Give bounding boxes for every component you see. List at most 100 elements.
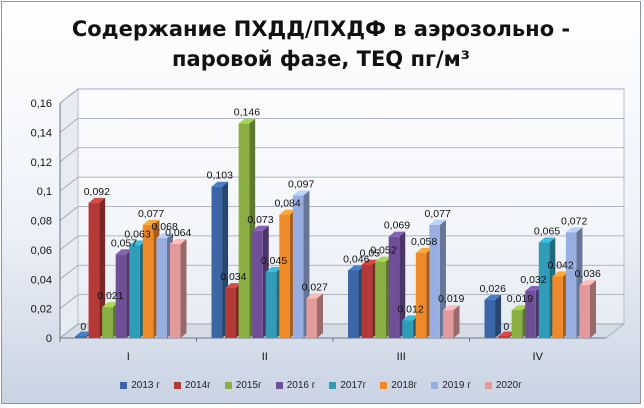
data-label: 0,034 [220, 271, 246, 283]
bar-top [442, 305, 460, 311]
data-label: 0,042 [547, 259, 573, 271]
bar-front [525, 291, 536, 338]
data-label: 0,021 [97, 290, 123, 302]
bar-top [75, 331, 92, 337]
bar-top [225, 283, 242, 289]
bar-top [115, 249, 133, 255]
bar-front [442, 310, 454, 338]
legend-label: 2019 г [442, 380, 471, 391]
data-label: 0,146 [234, 107, 260, 119]
bar-front [142, 224, 154, 338]
bar-top [552, 271, 569, 277]
bar [306, 293, 323, 338]
bar-top [402, 315, 419, 321]
bar-side [453, 305, 460, 338]
bar-front [238, 123, 250, 338]
gridline [59, 117, 624, 133]
legend-item: 2015г [224, 380, 262, 391]
data-label: 0,026 [480, 283, 506, 295]
legend-label: 2014г [184, 380, 211, 391]
data-label: 0 [80, 321, 86, 333]
data-label: 0,012 [397, 303, 423, 315]
bar-top [279, 209, 296, 215]
y-tick-label: 0,14 [31, 127, 52, 139]
bar-side [399, 231, 406, 338]
data-label: 0,05 [360, 248, 381, 260]
data-label: 0,058 [411, 236, 437, 248]
legend-label: 2016 г [286, 380, 316, 391]
x-tick-label: IV [533, 351, 544, 363]
legend-label: 2017г [340, 380, 367, 391]
bar-top [292, 190, 310, 196]
data-label: 0,063 [124, 228, 150, 240]
data-label: 0,064 [165, 227, 191, 239]
bar-top [129, 240, 146, 246]
x-tick-label: I [127, 351, 130, 363]
data-label: 0,097 [288, 179, 314, 191]
data-label: 0,073 [247, 214, 273, 226]
bar-top [142, 219, 160, 225]
data-label: 0,077 [425, 208, 451, 220]
y-tick-label: 0,1 [37, 186, 52, 198]
legend-swatch [173, 382, 181, 389]
bar-top [375, 256, 392, 262]
bar [484, 294, 502, 338]
bar-top [498, 331, 515, 337]
bar-front [75, 336, 86, 338]
bar-side [180, 239, 187, 338]
legend-label: 2020г [495, 380, 522, 391]
bar-front [279, 214, 290, 338]
data-label: 0 [503, 321, 509, 333]
legend-item: 2017г [329, 380, 366, 391]
bar-top [88, 197, 106, 203]
bar-top [565, 227, 583, 233]
chart-title-line1: Содержание ПХДД/ПХДФ в аэрозольно - [71, 17, 571, 41]
legend-label: 2015г [235, 380, 262, 391]
x-tick-label: III [397, 351, 406, 363]
bar-top [102, 302, 119, 308]
bar-side [495, 294, 502, 338]
bar-top [156, 233, 173, 239]
data-label: 0,065 [534, 226, 560, 238]
bar-top [348, 265, 365, 271]
legend-label: 2013 г [131, 380, 160, 391]
data-label: 0,019 [438, 293, 464, 305]
chart-title-line2: паровой фазе, TEQ пг/м³ [172, 47, 470, 71]
bar-front [484, 299, 496, 338]
y-tick-label: 0 [46, 333, 52, 345]
bar-top [211, 181, 229, 187]
bar-front [429, 224, 440, 338]
bar-top [169, 239, 187, 244]
data-label: 0,046 [343, 253, 369, 265]
data-label: 0,072 [561, 215, 587, 227]
legend-swatch [275, 382, 283, 389]
bar-top [511, 305, 529, 311]
data-label: 0,068 [152, 221, 178, 233]
bar-side [99, 197, 106, 338]
x-tick-label: II [262, 351, 268, 363]
data-label: 0,019 [507, 293, 533, 305]
y-tick-label: 0,12 [31, 157, 52, 169]
y-tick-label: 0,16 [31, 98, 52, 110]
bar-front [511, 310, 523, 338]
bar [429, 219, 446, 338]
bar-front [361, 264, 373, 338]
bar-side [439, 219, 446, 338]
bar [579, 280, 596, 338]
legend-swatch [431, 382, 439, 389]
bar-top [429, 219, 446, 225]
bar-side [590, 280, 596, 338]
y-tick-label: 0,06 [31, 245, 52, 257]
legend-item: 2016 г [275, 380, 316, 391]
bar-front [156, 238, 167, 338]
bar [388, 231, 406, 338]
bar-front [388, 236, 400, 338]
bar-top [484, 294, 502, 300]
legend-item: 2014г [173, 380, 211, 391]
legend-item: 2019 г [431, 380, 471, 391]
bar-top [306, 293, 323, 299]
bar-top [252, 225, 269, 231]
bar-top [538, 237, 556, 243]
